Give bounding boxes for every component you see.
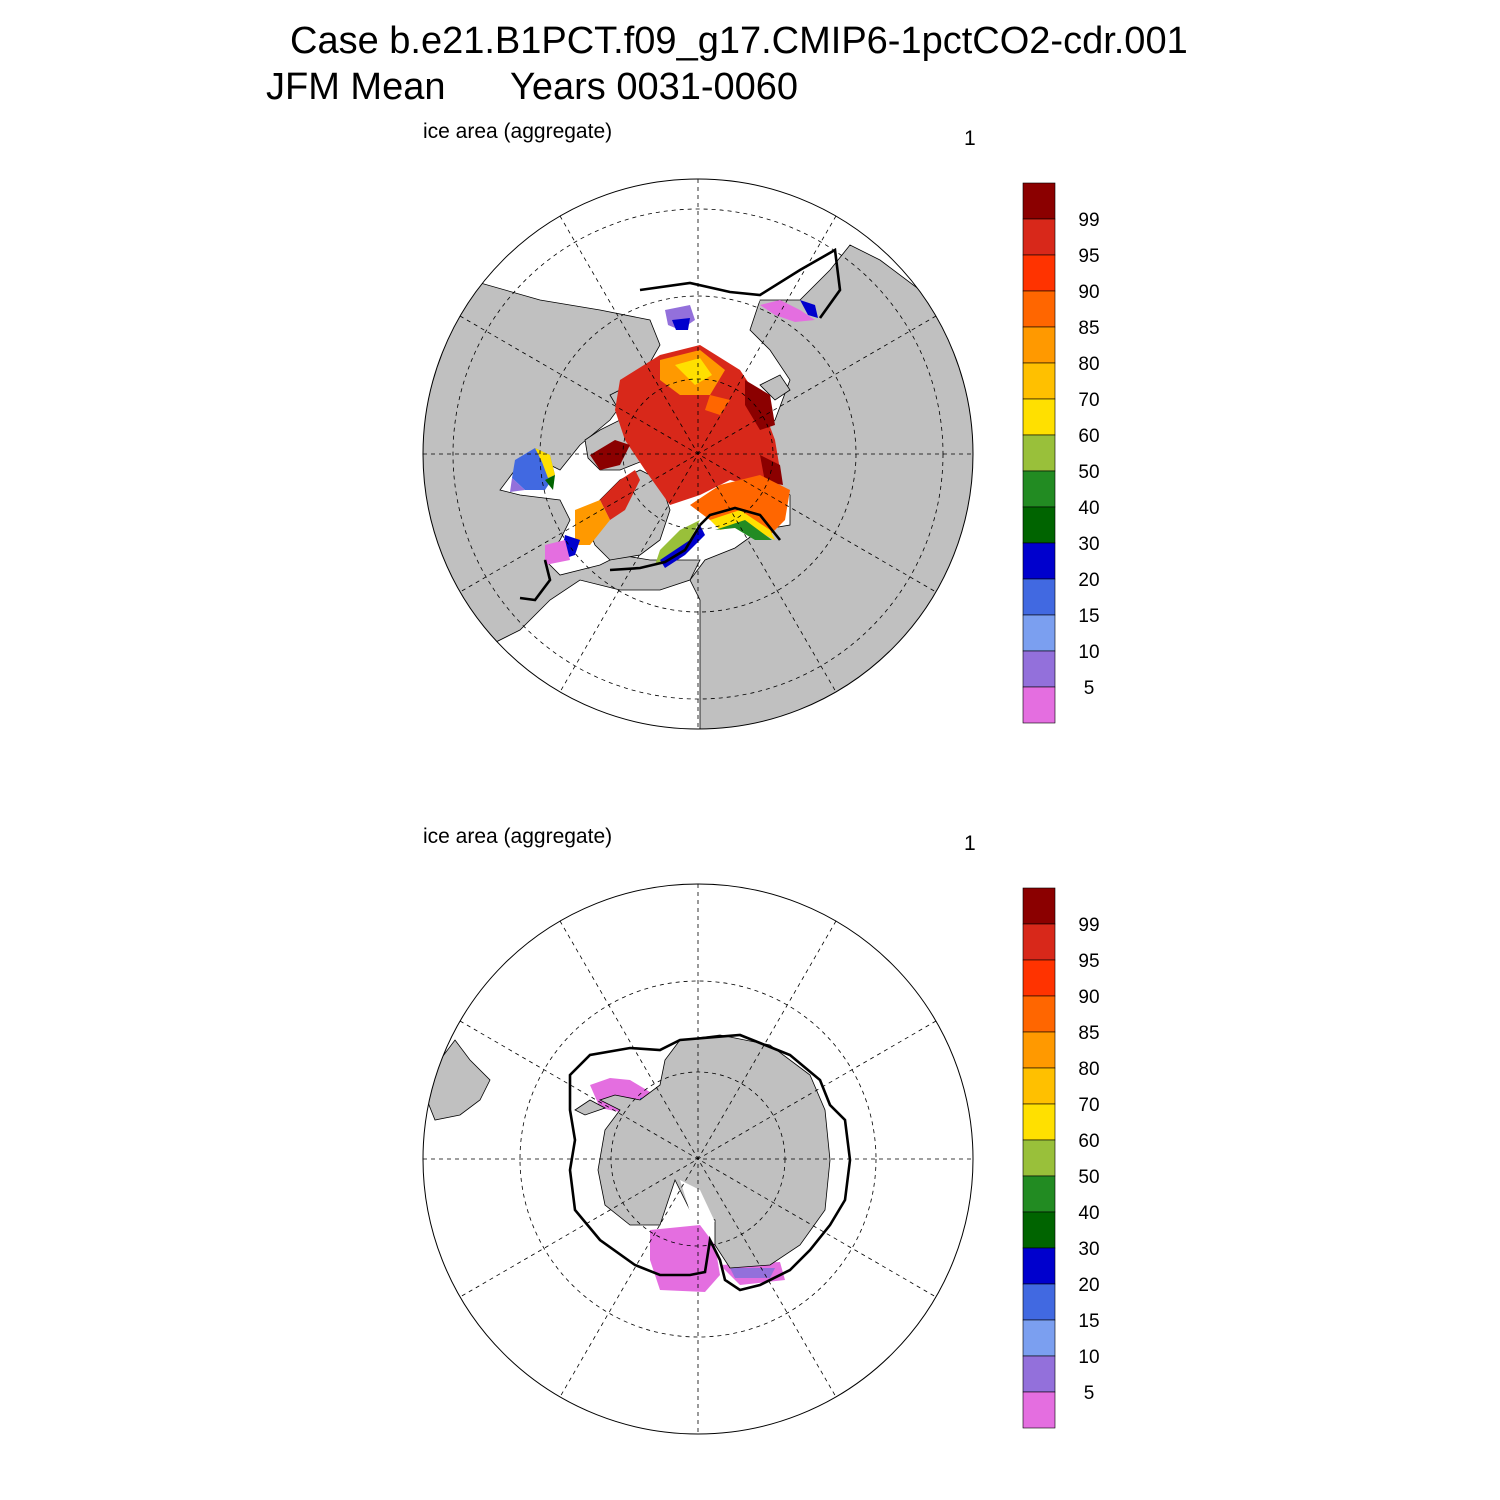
south-colorbar-label: 5 (1084, 1383, 1095, 1404)
south-colorbar-box (1022, 1175, 1056, 1213)
north-colorbar-box (1022, 398, 1056, 436)
north-colorbar-box (1022, 290, 1056, 328)
figure-title-case: Case b.e21.B1PCT.f09_g17.CMIP6-1pctCO2-c… (290, 20, 1188, 62)
south-colorbar-box (1022, 1283, 1056, 1321)
north-colorbar-label: 99 (1078, 210, 1099, 231)
north-colorbar: 99 95 90 85 80 70 60 50 40 30 20 15 10 5 (1022, 182, 1100, 724)
south-panel-number: 1 (964, 832, 976, 855)
north-graticule (423, 179, 973, 729)
south-colorbar-box (1022, 995, 1056, 1033)
south-america-land (423, 1039, 491, 1121)
north-colorbar-label: 10 (1078, 642, 1099, 663)
south-colorbar-box (1022, 1067, 1056, 1105)
south-colorbar-box (1022, 959, 1056, 997)
south-colorbar-box (1022, 1211, 1056, 1249)
north-colorbar-box (1022, 254, 1056, 292)
south-colorbar-box (1022, 1103, 1056, 1141)
north-colorbar-box (1022, 506, 1056, 544)
south-colorbar-label: 90 (1078, 987, 1099, 1008)
north-colorbar-label: 20 (1078, 570, 1099, 591)
south-colorbar-box (1022, 1355, 1056, 1393)
south-colorbar-label: 95 (1078, 951, 1099, 972)
north-map-border (422, 178, 974, 730)
north-colorbar-box (1022, 218, 1056, 256)
north-colorbar-box (1022, 578, 1056, 616)
north-colorbar-label: 50 (1078, 462, 1099, 483)
north-ice-edge-contour (519, 247, 842, 602)
south-colorbar-label: 85 (1078, 1023, 1099, 1044)
north-colorbar-label: 40 (1078, 498, 1099, 519)
south-colorbar-label: 30 (1078, 1239, 1099, 1260)
north-colorbar-box (1022, 434, 1056, 472)
north-land (423, 244, 973, 729)
north-colorbar-label: 5 (1084, 678, 1095, 699)
north-colorbar-label: 60 (1078, 426, 1099, 447)
south-colorbar: 99 95 90 85 80 70 60 50 40 30 20 15 10 5 (1022, 887, 1100, 1429)
north-sea-ice (510, 300, 818, 568)
north-colorbar-box (1022, 326, 1056, 364)
north-colorbar-box (1022, 614, 1056, 652)
south-colorbar-box (1022, 1391, 1056, 1429)
south-panel-label: ice area (aggregate) (423, 825, 613, 848)
north-panel-number: 1 (964, 127, 976, 150)
north-colorbar-label: 30 (1078, 534, 1099, 555)
south-polar-map (422, 883, 974, 1435)
north-colorbar-box (1022, 362, 1056, 400)
north-panel-label: ice area (aggregate) (423, 120, 613, 143)
south-colorbar-label: 70 (1078, 1095, 1099, 1116)
south-colorbar-box (1022, 1247, 1056, 1285)
north-colorbar-label: 85 (1078, 318, 1099, 339)
antarctica-land (597, 1034, 831, 1269)
south-colorbar-label: 80 (1078, 1059, 1099, 1080)
south-colorbar-label: 15 (1078, 1311, 1099, 1332)
south-colorbar-label: 60 (1078, 1131, 1099, 1152)
south-colorbar-box (1022, 1319, 1056, 1357)
south-graticule (423, 884, 973, 1434)
north-colorbar-box (1022, 470, 1056, 508)
south-colorbar-label: 99 (1078, 915, 1099, 936)
south-map-border (422, 883, 974, 1435)
figure-title-season: JFM Mean (266, 66, 446, 108)
figure-title-years: Years 0031-0060 (510, 66, 799, 108)
north-colorbar-label: 95 (1078, 246, 1099, 267)
south-colorbar-label: 10 (1078, 1347, 1099, 1368)
north-colorbar-label: 90 (1078, 282, 1099, 303)
north-colorbar-label: 15 (1078, 606, 1099, 627)
north-colorbar-box (1022, 182, 1056, 220)
south-colorbar-box (1022, 1031, 1056, 1069)
north-colorbar-box (1022, 650, 1056, 688)
north-colorbar-box (1022, 686, 1056, 724)
north-colorbar-box (1022, 542, 1056, 580)
south-colorbar-box (1022, 923, 1056, 961)
north-polar-map (422, 178, 974, 730)
north-colorbar-label: 70 (1078, 390, 1099, 411)
south-colorbar-label: 50 (1078, 1167, 1099, 1188)
south-colorbar-box (1022, 1139, 1056, 1177)
south-ice-edge-contour (568, 1033, 852, 1292)
south-colorbar-label: 20 (1078, 1275, 1099, 1296)
south-colorbar-label: 40 (1078, 1203, 1099, 1224)
north-colorbar-label: 80 (1078, 354, 1099, 375)
south-colorbar-box (1022, 887, 1056, 925)
